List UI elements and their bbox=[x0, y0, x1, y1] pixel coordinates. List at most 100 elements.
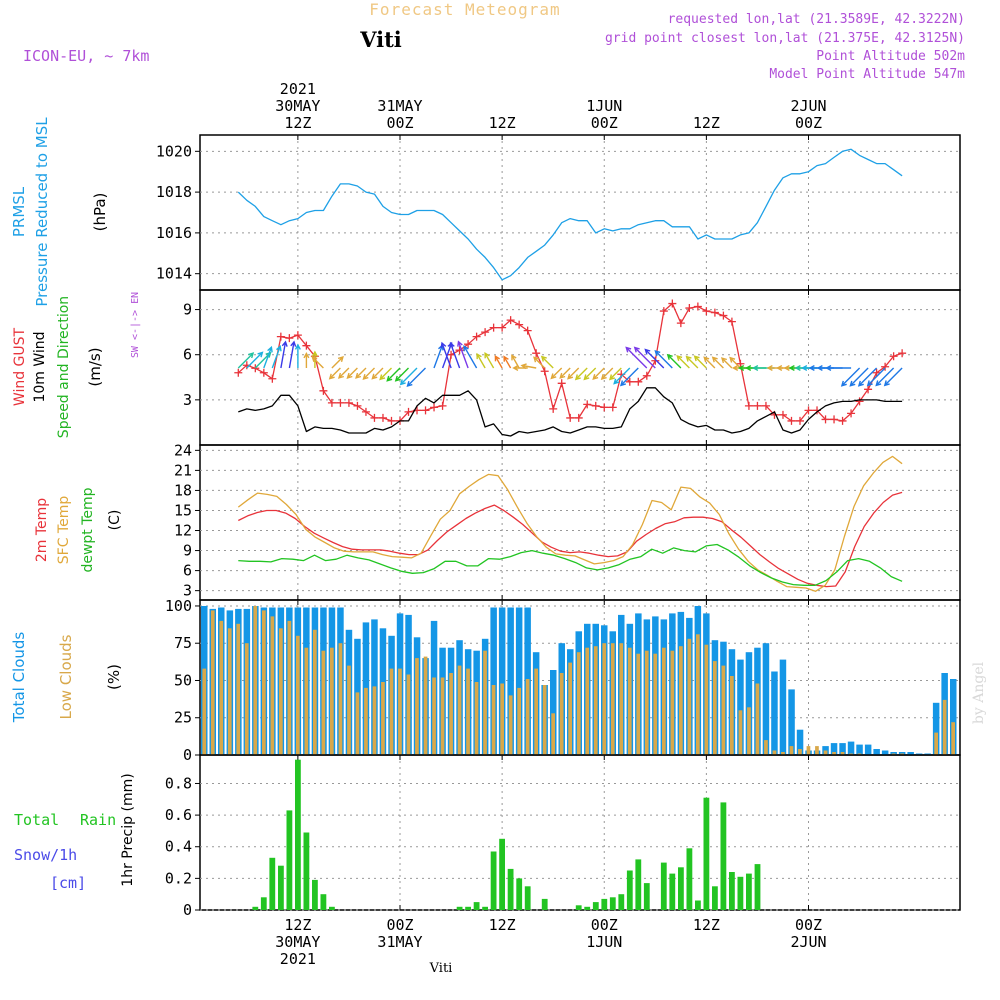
precip-y-ticks: 0 0.2 0.4 0.6 0.8 bbox=[165, 774, 200, 919]
y-tick-label: 12 bbox=[174, 522, 192, 540]
pressure-line bbox=[237, 148, 903, 281]
model-label: ICON-EU, ~ 7km bbox=[23, 47, 149, 65]
wind-grid bbox=[200, 290, 960, 445]
gust-point bbox=[336, 398, 345, 407]
wind-direction-arrow bbox=[246, 351, 264, 369]
wind-direction-arrow bbox=[280, 340, 288, 369]
precip-label-total: Total bbox=[14, 811, 59, 829]
gust-point bbox=[736, 359, 745, 368]
gust-point bbox=[481, 328, 490, 337]
low-cloud-bar bbox=[627, 647, 632, 755]
gust-point bbox=[608, 403, 617, 412]
wind-direction-arrow bbox=[685, 355, 699, 369]
wind-direction-arrow bbox=[875, 367, 895, 387]
temp-label-sfc: SFC Temp bbox=[56, 496, 72, 565]
gust-point bbox=[540, 367, 549, 376]
wind-speed-line bbox=[238, 387, 903, 437]
low-cloud-bar bbox=[508, 695, 513, 755]
gust-point bbox=[634, 377, 643, 386]
gust-point bbox=[532, 349, 541, 358]
y-tick-label: 100 bbox=[165, 597, 192, 615]
low-cloud-bar bbox=[338, 643, 343, 755]
gust-point bbox=[753, 401, 762, 410]
total-cloud-bar bbox=[864, 744, 872, 755]
precip-bar bbox=[499, 838, 505, 910]
low-cloud-bar bbox=[500, 683, 504, 755]
top-time-label: 2JUN bbox=[790, 97, 826, 115]
total-cloud-bar bbox=[847, 741, 855, 755]
precip-bar bbox=[686, 848, 693, 910]
gust-point bbox=[447, 350, 456, 359]
gust-point bbox=[259, 368, 268, 377]
total-cloud-bar bbox=[932, 702, 940, 755]
wind-direction-arrow bbox=[449, 341, 461, 369]
temp-label-unit: (C) bbox=[107, 510, 123, 531]
total-cloud-bar bbox=[737, 659, 744, 755]
y-tick-label: 1016 bbox=[156, 224, 192, 242]
low-cloud-bar bbox=[423, 656, 428, 755]
gust-point bbox=[557, 379, 566, 388]
low-cloud-bar bbox=[636, 653, 641, 755]
y-tick-label: 24 bbox=[174, 441, 192, 459]
low-cloud-bar bbox=[287, 620, 292, 755]
low-cloud-bar bbox=[840, 752, 845, 755]
wind-direction-arrow bbox=[654, 349, 673, 369]
wind-direction-arrow bbox=[379, 367, 392, 381]
wind-direction-arrow bbox=[583, 367, 597, 381]
wind-direction-arrow bbox=[331, 355, 344, 369]
low-cloud-bar bbox=[244, 643, 249, 755]
low-cloud-bar bbox=[415, 658, 419, 755]
gust-point bbox=[234, 368, 243, 377]
gust-point bbox=[421, 406, 430, 415]
low-cloud-bar bbox=[270, 616, 275, 755]
temp-2m-line bbox=[238, 491, 903, 588]
wind-direction-arrow bbox=[540, 355, 554, 369]
gust-point bbox=[268, 374, 277, 383]
gust-point bbox=[838, 416, 847, 425]
pressure-series bbox=[237, 148, 903, 281]
precip-bar bbox=[456, 906, 463, 910]
pressure-label-unit: (hPa) bbox=[91, 193, 109, 232]
y-tick-label: 50 bbox=[174, 671, 192, 689]
low-cloud-bar bbox=[313, 629, 317, 755]
precip-bar bbox=[746, 873, 752, 910]
precip-label-unit: 1hr Precip (mm) bbox=[120, 773, 136, 886]
precip-label-cm: [cm] bbox=[50, 874, 86, 892]
low-cloud-bar bbox=[279, 628, 283, 755]
gust-point bbox=[387, 416, 396, 425]
low-cloud-bar bbox=[491, 685, 496, 755]
gust-point bbox=[855, 397, 864, 406]
top-time-label: 00Z bbox=[795, 114, 822, 132]
wind-direction-arrow bbox=[711, 356, 724, 369]
wind-direction-arrow bbox=[362, 367, 375, 381]
info-point-altitude: Point Altitude 502m bbox=[816, 49, 965, 64]
precip-bar bbox=[482, 906, 488, 910]
top-time-label: 2021 bbox=[280, 80, 316, 98]
precip-label-snow: Snow/1h bbox=[14, 846, 77, 864]
precip-bar bbox=[252, 906, 259, 910]
clouds-series bbox=[201, 606, 957, 756]
low-cloud-bar bbox=[823, 750, 828, 755]
clouds-y-ticks: 0 25 50 75 100 bbox=[165, 597, 200, 764]
low-cloud-bar bbox=[355, 692, 360, 755]
wind-direction-arrow bbox=[676, 354, 690, 369]
gust-point bbox=[642, 371, 651, 380]
low-cloud-bar bbox=[227, 628, 232, 755]
low-cloud-bar bbox=[644, 650, 649, 755]
bottom-time-label: 1JUN bbox=[586, 933, 622, 951]
wind-direction-arrow bbox=[399, 367, 418, 386]
wind-direction-arrow bbox=[386, 367, 401, 382]
bottom-time-label: 00Z bbox=[591, 916, 618, 934]
gust-point bbox=[370, 413, 379, 422]
wind-direction-arrow bbox=[550, 367, 563, 380]
bottom-time-label: 2JUN bbox=[790, 933, 826, 951]
wind-direction-arrow bbox=[693, 355, 707, 369]
precip-panel: 0 0.2 0.4 0.6 0.8 Total Rain Snow/1h [cm] 1h… bbox=[14, 754, 961, 919]
gust-point bbox=[847, 409, 856, 418]
clouds-label-unit: (%) bbox=[105, 664, 123, 690]
y-tick-label: 1020 bbox=[156, 142, 192, 160]
precip-bar bbox=[269, 857, 276, 910]
top-time-label: 12Z bbox=[693, 114, 720, 132]
low-cloud-bar bbox=[679, 646, 683, 755]
